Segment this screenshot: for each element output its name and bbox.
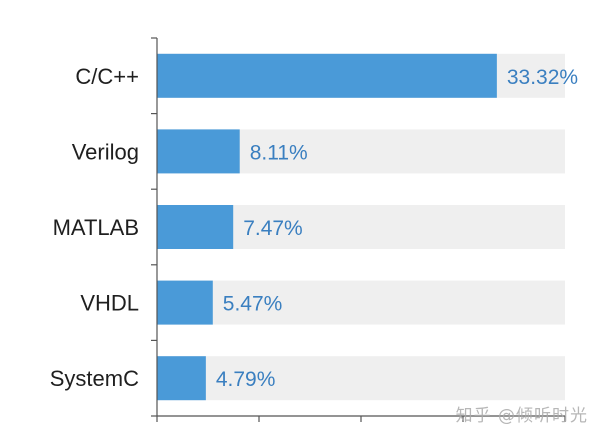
value-label: 4.79%: [216, 368, 276, 391]
category-label: VHDL: [80, 291, 139, 316]
bar-tracks: [157, 53, 565, 401]
axis-ticks: [151, 37, 566, 422]
bar-systemc: [157, 356, 206, 401]
value-label: 8.11%: [250, 141, 308, 164]
value-label: 7.47%: [243, 217, 303, 240]
category-labels: C/C++ Verilog MATLAB VHDL SystemC: [50, 64, 139, 391]
bar-c-c-: [157, 53, 497, 98]
value-label: 5.47%: [223, 293, 283, 316]
category-label: MATLAB: [53, 215, 139, 240]
bars: [157, 53, 497, 401]
category-label: Verilog: [72, 139, 139, 164]
watermark: 知乎 @倾听时光: [455, 406, 588, 426]
value-labels: 33.32% 8.11% 7.47% 5.47% 4.79%: [216, 66, 578, 391]
bar-track: [157, 356, 565, 401]
bar-track: [157, 280, 565, 325]
bar-verilog: [157, 129, 240, 174]
category-label: C/C++: [75, 64, 139, 89]
category-label: SystemC: [50, 366, 139, 391]
bar-vhdl: [157, 280, 213, 325]
value-label: 33.32%: [507, 66, 578, 89]
bar-matlab: [157, 205, 234, 249]
